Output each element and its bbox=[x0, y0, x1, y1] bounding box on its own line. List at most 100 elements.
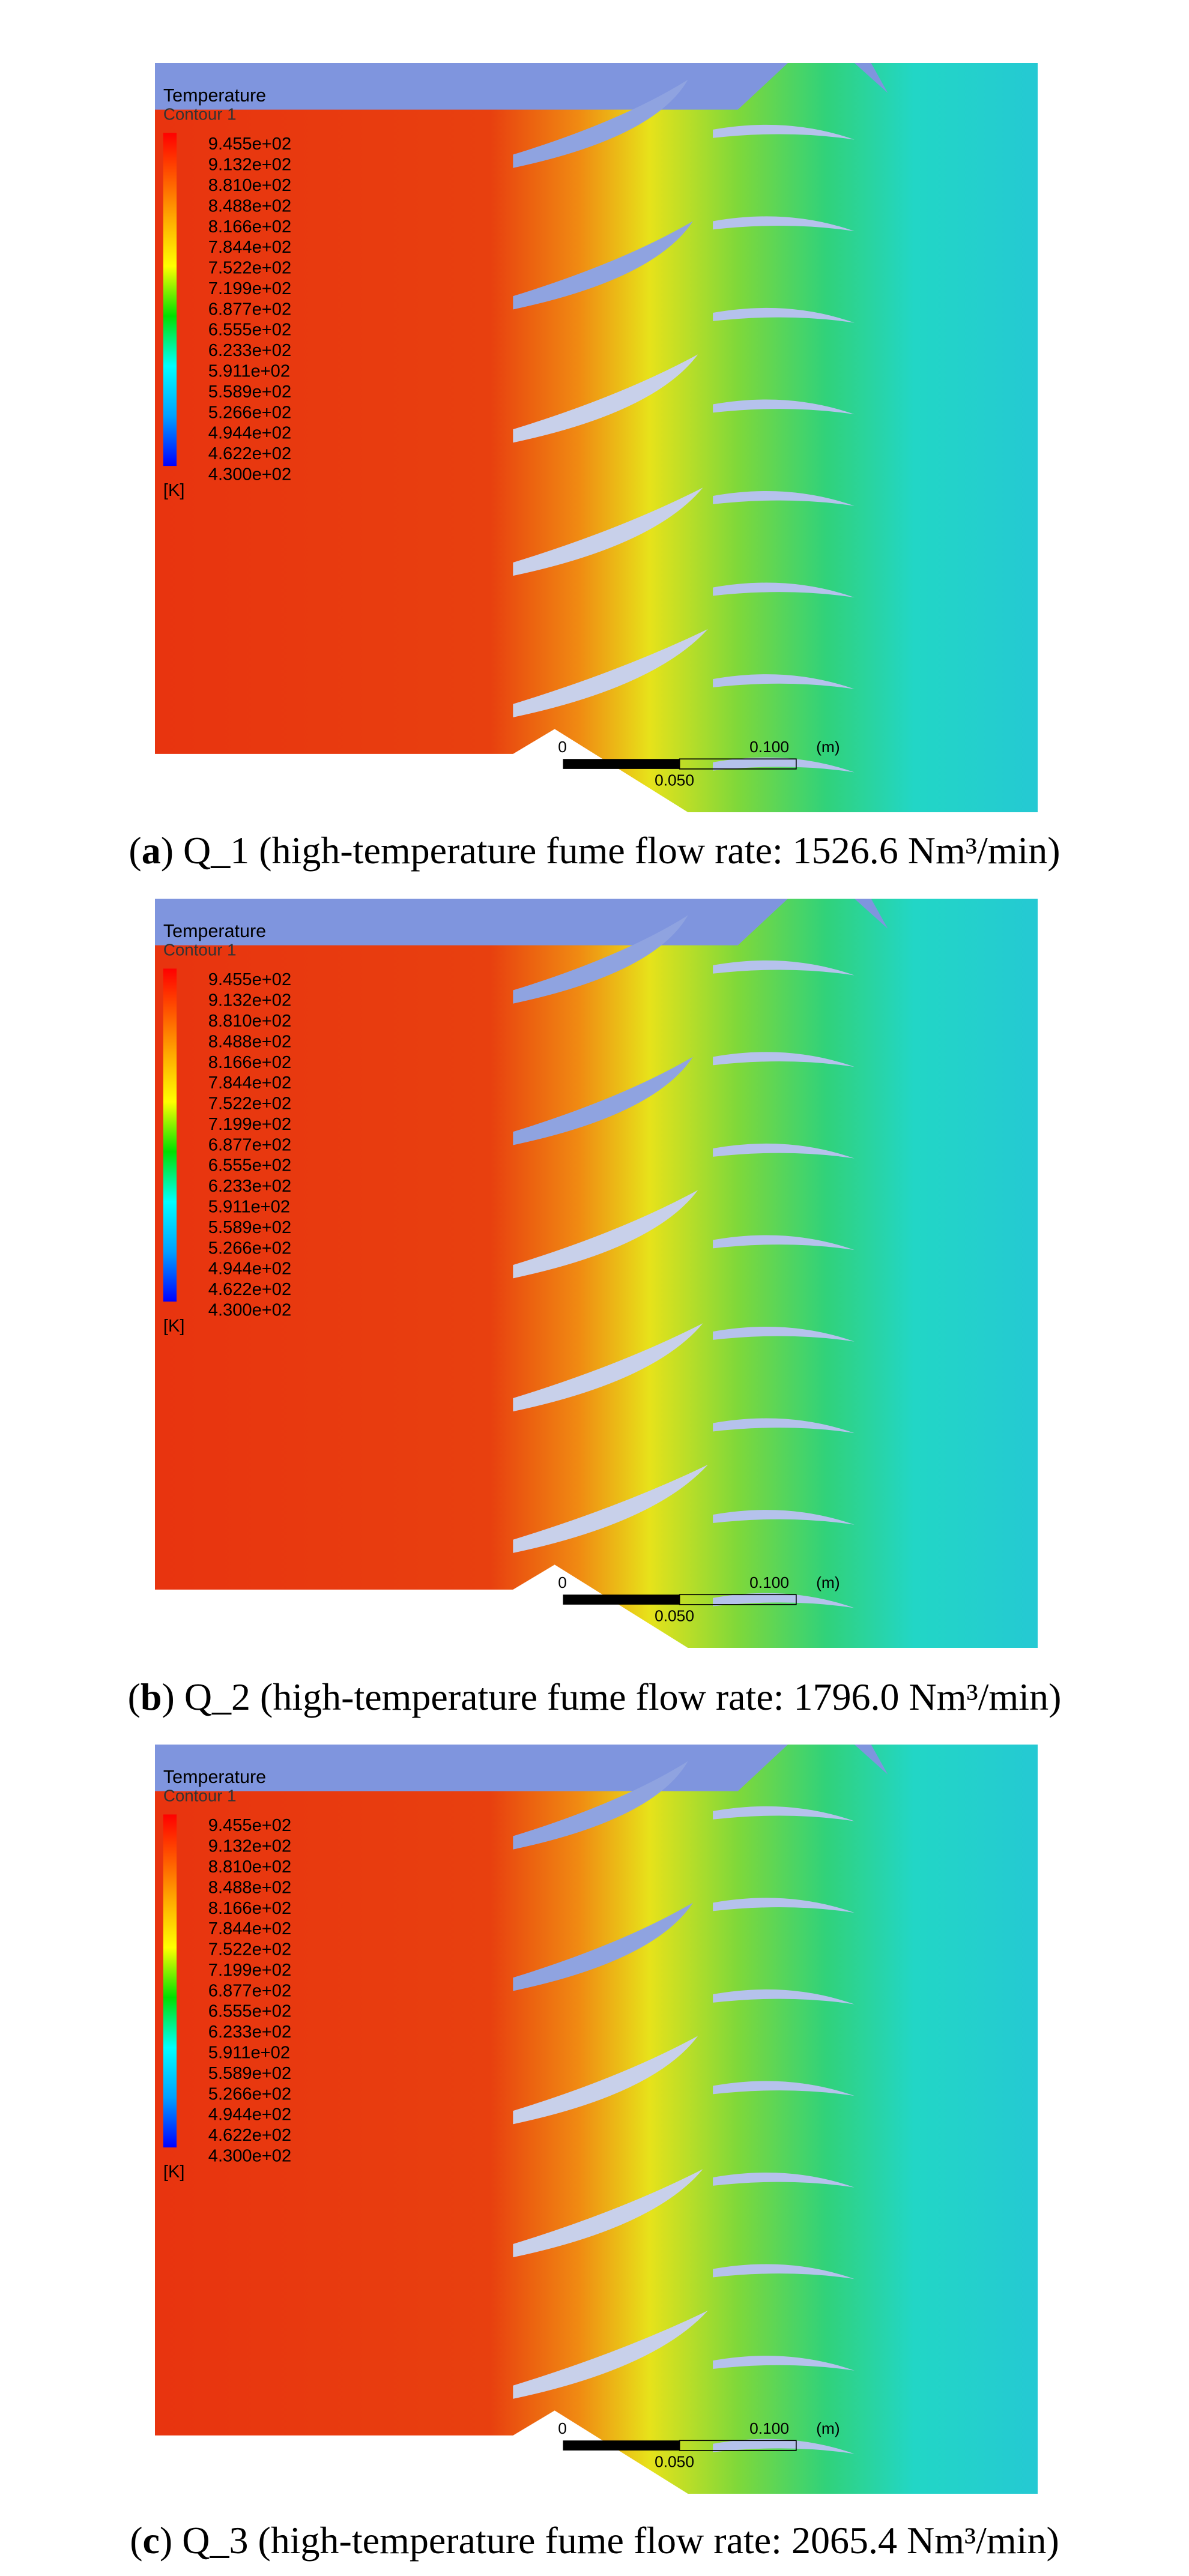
caption-letter: a bbox=[141, 829, 161, 872]
scale-bar-filled bbox=[563, 759, 680, 769]
caption: (b) Q_2 (high-temperature fume flow rate… bbox=[0, 1675, 1189, 1719]
rotor-blade bbox=[713, 1806, 855, 1821]
legend-subtitle: Contour 1 bbox=[163, 940, 237, 959]
legend-colorbar bbox=[163, 133, 177, 466]
legend-label: 4.622e+02 bbox=[208, 1280, 291, 1299]
top-wall-right bbox=[854, 899, 888, 929]
legend-label: 5.589e+02 bbox=[208, 382, 291, 402]
stator-blade bbox=[513, 221, 693, 310]
legend-label: 4.944e+02 bbox=[208, 424, 291, 443]
scale-zero: 0 bbox=[558, 1573, 567, 1591]
legend-label: 8.810e+02 bbox=[208, 176, 291, 195]
legend-label: 7.522e+02 bbox=[208, 1940, 291, 1959]
legend-title: Temperature bbox=[163, 1767, 266, 1787]
caption-text: ) Q_1 (high-temperature fume flow rate: … bbox=[160, 829, 1060, 872]
rotor-blade bbox=[713, 490, 855, 506]
domain-cutout bbox=[155, 2410, 688, 2494]
scale-bar-filled bbox=[563, 1594, 680, 1605]
legend-label: 5.589e+02 bbox=[208, 2064, 291, 2083]
legend-label: 5.911e+02 bbox=[208, 2043, 290, 2062]
legend-label: 8.488e+02 bbox=[208, 1878, 291, 1897]
rotor-blade bbox=[713, 2439, 855, 2454]
legend-title: Temperature bbox=[163, 85, 266, 106]
domain-cutout bbox=[155, 729, 688, 812]
legend-label: 9.455e+02 bbox=[208, 134, 291, 154]
caption-open: ( bbox=[130, 2519, 143, 2562]
scale-unit: (m) bbox=[816, 1573, 840, 1591]
rotor-blade bbox=[713, 1052, 855, 1067]
legend-label: 4.622e+02 bbox=[208, 444, 291, 463]
legend-label: 8.810e+02 bbox=[208, 1012, 291, 1031]
legend-label: 9.132e+02 bbox=[208, 155, 291, 175]
stator-blade bbox=[513, 1761, 688, 1850]
stator-blade bbox=[513, 1057, 693, 1145]
scale-zero: 0 bbox=[558, 2419, 567, 2437]
legend-label: 6.555e+02 bbox=[208, 1156, 291, 1175]
rotor-blade bbox=[713, 1143, 855, 1159]
legend-label: 7.199e+02 bbox=[208, 279, 291, 298]
legend-label: 7.522e+02 bbox=[208, 259, 291, 278]
rotor-blade bbox=[713, 124, 855, 140]
legend-label: 9.455e+02 bbox=[208, 970, 291, 989]
caption-text: ) Q_2 (high-temperature fume flow rate: … bbox=[162, 1676, 1062, 1718]
stator-blade bbox=[513, 79, 688, 168]
caption-text: ) Q_3 (high-temperature fume flow rate: … bbox=[159, 2519, 1059, 2562]
scale-mid: 0.050 bbox=[655, 2453, 694, 2471]
legend-unit: [K] bbox=[163, 481, 185, 500]
stator-blade bbox=[513, 2036, 698, 2125]
rotor-blade bbox=[713, 2172, 855, 2188]
legend-label: 6.233e+02 bbox=[208, 1177, 291, 1196]
legend-unit: [K] bbox=[163, 2162, 185, 2182]
legend-label: 7.844e+02 bbox=[208, 238, 291, 257]
legend-unit: [K] bbox=[163, 1317, 185, 1336]
legend-label: 4.300e+02 bbox=[208, 1300, 291, 1320]
stator-blade bbox=[513, 1190, 698, 1279]
rotor-blade bbox=[713, 307, 855, 323]
top-wall bbox=[155, 899, 788, 946]
rotor-blade bbox=[713, 582, 855, 598]
legend-label: 8.810e+02 bbox=[208, 1857, 291, 1877]
legend-label: 9.132e+02 bbox=[208, 991, 291, 1010]
stator-blade bbox=[513, 1323, 703, 1412]
caption-open: ( bbox=[127, 1676, 141, 1718]
legend-label: 5.589e+02 bbox=[208, 1218, 291, 1237]
legend-label: 7.199e+02 bbox=[208, 1115, 291, 1134]
caption: (a) Q_1 (high-temperature fume flow rate… bbox=[0, 828, 1189, 873]
legend-label: 5.266e+02 bbox=[208, 403, 291, 422]
legend-label: 6.233e+02 bbox=[208, 2022, 291, 2042]
scale-max: 0.100 bbox=[749, 738, 789, 756]
rotor-blade bbox=[713, 2264, 855, 2279]
legend-label: 5.266e+02 bbox=[208, 1238, 291, 1258]
caption-open: ( bbox=[129, 829, 142, 872]
scale-zero: 0 bbox=[558, 738, 567, 756]
rotor-blade bbox=[713, 1989, 855, 2004]
stator-blade bbox=[513, 2169, 703, 2258]
domain-cutout bbox=[155, 1564, 688, 1648]
legend-label: 7.844e+02 bbox=[208, 1073, 291, 1093]
legend-colorbar bbox=[163, 968, 177, 1302]
legend-label: 8.166e+02 bbox=[208, 1899, 291, 1918]
legend-colorbar bbox=[163, 1814, 177, 2148]
legend-label: 4.300e+02 bbox=[208, 2146, 291, 2165]
rotor-blade bbox=[713, 757, 855, 773]
caption: (c) Q_3 (high-temperature fume flow rate… bbox=[0, 2518, 1189, 2563]
legend-subtitle: Contour 1 bbox=[163, 104, 237, 123]
scale-mid: 0.050 bbox=[655, 771, 694, 789]
rotor-blade bbox=[713, 674, 855, 689]
scale-bar-empty bbox=[679, 758, 797, 770]
legend-label: 4.622e+02 bbox=[208, 2126, 291, 2145]
rotor-blade bbox=[713, 2356, 855, 2371]
legend-label: 6.877e+02 bbox=[208, 1981, 291, 2000]
rotor-blade bbox=[713, 399, 855, 415]
scale-unit: (m) bbox=[816, 738, 840, 756]
rotor-blade bbox=[713, 1898, 855, 1913]
rotor-blade bbox=[713, 1593, 855, 1608]
legend-label: 4.300e+02 bbox=[208, 465, 291, 484]
stator-blade bbox=[513, 915, 688, 1004]
rotor-blade bbox=[713, 2081, 855, 2096]
rotor-blade bbox=[713, 1510, 855, 1525]
stator-blade bbox=[513, 1464, 708, 1553]
scale-bar-empty bbox=[679, 2440, 797, 2451]
